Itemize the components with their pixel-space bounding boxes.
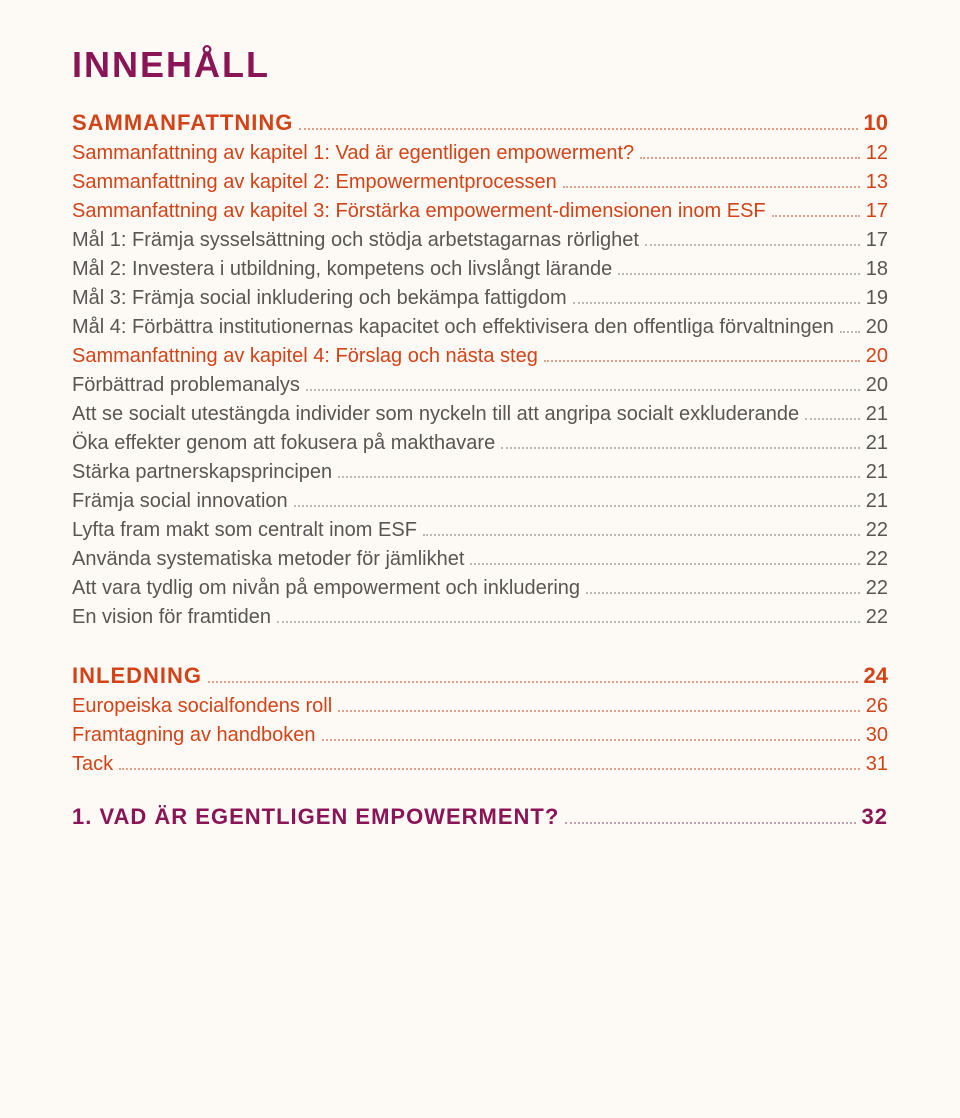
dot-leader: [640, 157, 860, 159]
dot-leader: [565, 822, 855, 824]
toc-entry-label: Mål 3: Främja social inkludering och bek…: [72, 287, 567, 310]
toc-entry-label: Sammanfattning av kapitel 1: Vad är egen…: [72, 142, 634, 165]
toc-entry-page: 21: [866, 432, 888, 455]
dot-leader: [501, 447, 860, 449]
dot-leader: [277, 621, 860, 623]
dot-leader: [573, 302, 860, 304]
toc-entry-label: Öka effekter genom att fokusera på makth…: [72, 432, 495, 455]
page-title: INNEHÅLL: [72, 44, 888, 86]
toc-entry-page: 19: [866, 287, 888, 310]
toc-entry-label: Förbättrad problemanalys: [72, 374, 300, 397]
toc-entry[interactable]: Förbättrad problemanalys 20: [72, 374, 888, 397]
toc-entry[interactable]: Framtagning av handboken 30: [72, 724, 888, 747]
toc-entry-page: 21: [866, 461, 888, 484]
toc-entry-label: SAMMANFATTNING: [72, 110, 293, 136]
toc-entry-label: Lyfta fram makt som centralt inom ESF: [72, 519, 417, 542]
dot-leader: [544, 360, 860, 362]
toc-entry[interactable]: Sammanfattning av kapitel 4: Förslag och…: [72, 345, 888, 368]
dot-leader: [299, 128, 857, 130]
toc-entry-page: 13: [866, 171, 888, 194]
toc-entry-label: Sammanfattning av kapitel 2: Empowerment…: [72, 171, 557, 194]
toc-entry-label: Använda systematiska metoder för jämlikh…: [72, 548, 464, 571]
toc-entry-page: 22: [866, 606, 888, 629]
toc-entry[interactable]: Sammanfattning av kapitel 1: Vad är egen…: [72, 142, 888, 165]
toc-entry-page: 22: [866, 577, 888, 600]
toc-entry[interactable]: Mål 3: Främja social inkludering och bek…: [72, 287, 888, 310]
toc-entry-page: 20: [866, 374, 888, 397]
toc-entry[interactable]: Sammanfattning av kapitel 2: Empowerment…: [72, 171, 888, 194]
toc-entry-label: Sammanfattning av kapitel 3: Förstärka e…: [72, 200, 766, 223]
toc-section-heading[interactable]: INLEDNING 24: [72, 663, 888, 689]
toc-entry-page: 21: [866, 490, 888, 513]
toc-entry-label: Att vara tydlig om nivån på empowerment …: [72, 577, 580, 600]
toc-entry[interactable]: Sammanfattning av kapitel 3: Förstärka e…: [72, 200, 888, 223]
toc-entry-page: 22: [866, 519, 888, 542]
dot-leader: [322, 739, 860, 741]
toc-entry-label: Tack: [72, 753, 113, 776]
toc-entry-label: Att se socialt utestängda individer som …: [72, 403, 799, 426]
toc-entry-page: 20: [866, 345, 888, 368]
toc-entry-page: 12: [866, 142, 888, 165]
dot-leader: [338, 710, 860, 712]
chapter-1-label: 1. VAD ÄR EGENTLIGEN EMPOWERMENT?: [72, 804, 559, 830]
toc-entry-label: Mål 1: Främja sysselsättning och stödja …: [72, 229, 639, 252]
dot-leader: [618, 273, 859, 275]
toc-entry[interactable]: Mål 4: Förbättra institutionernas kapaci…: [72, 316, 888, 339]
toc-entry-label: Främja social innovation: [72, 490, 288, 513]
toc-entry[interactable]: Öka effekter genom att fokusera på makth…: [72, 432, 888, 455]
toc-entry-label: INLEDNING: [72, 663, 202, 689]
toc-entry[interactable]: Att se socialt utestängda individer som …: [72, 403, 888, 426]
toc-entry[interactable]: En vision för framtiden 22: [72, 606, 888, 629]
toc-gap: [72, 629, 888, 655]
toc-entry-page: 10: [864, 110, 888, 136]
toc-section-heading[interactable]: SAMMANFATTNING 10: [72, 110, 888, 136]
toc-entry-label: Framtagning av handboken: [72, 724, 316, 747]
toc-entry-label: Sammanfattning av kapitel 4: Förslag och…: [72, 345, 538, 368]
dot-leader: [563, 186, 860, 188]
toc-list: SAMMANFATTNING 10 Sammanfattning av kapite…: [72, 110, 888, 776]
toc-entry-page: 21: [866, 403, 888, 426]
dot-leader: [586, 592, 860, 594]
toc-entry-page: 18: [866, 258, 888, 281]
dot-leader: [805, 418, 860, 420]
toc-entry[interactable]: Stärka partnerskapsprincipen 21: [72, 461, 888, 484]
toc-entry-page: 26: [866, 695, 888, 718]
toc-entry-label: Mål 4: Förbättra institutionernas kapaci…: [72, 316, 834, 339]
toc-entry-page: 30: [866, 724, 888, 747]
dot-leader: [772, 215, 860, 217]
dot-leader: [470, 563, 859, 565]
dot-leader: [338, 476, 860, 478]
toc-entry-page: 17: [866, 200, 888, 223]
toc-entry-label: Stärka partnerskapsprincipen: [72, 461, 332, 484]
toc-entry-label: Mål 2: Investera i utbildning, kompetens…: [72, 258, 612, 281]
dot-leader: [294, 505, 860, 507]
toc-entry[interactable]: Främja social innovation 21: [72, 490, 888, 513]
toc-entry-page: 24: [864, 663, 888, 689]
toc-entry[interactable]: Europeiska socialfondens roll 26: [72, 695, 888, 718]
chapter-1-page: 32: [862, 804, 888, 830]
dot-leader: [119, 768, 860, 770]
toc-entry[interactable]: Att vara tydlig om nivån på empowerment …: [72, 577, 888, 600]
toc-entry-page: 31: [866, 753, 888, 776]
toc-entry[interactable]: Tack 31: [72, 753, 888, 776]
toc-page: INNEHÅLL SAMMANFATTNING 10 Sammanfattning …: [0, 0, 960, 1118]
dot-leader: [645, 244, 860, 246]
dot-leader: [840, 331, 860, 333]
toc-entry[interactable]: Mål 2: Investera i utbildning, kompetens…: [72, 258, 888, 281]
toc-entry[interactable]: Använda systematiska metoder för jämlikh…: [72, 548, 888, 571]
dot-leader: [306, 389, 860, 391]
toc-entry-page: 20: [866, 316, 888, 339]
toc-entry-label: Europeiska socialfondens roll: [72, 695, 332, 718]
dot-leader: [423, 534, 860, 536]
toc-entry[interactable]: Lyfta fram makt som centralt inom ESF 22: [72, 519, 888, 542]
toc-entry-page: 22: [866, 548, 888, 571]
toc-entry-label: En vision för framtiden: [72, 606, 271, 629]
dot-leader: [208, 681, 858, 683]
chapter-1-heading: 1. VAD ÄR EGENTLIGEN EMPOWERMENT? 32: [72, 804, 888, 830]
toc-entry[interactable]: Mål 1: Främja sysselsättning och stödja …: [72, 229, 888, 252]
toc-entry-page: 17: [866, 229, 888, 252]
